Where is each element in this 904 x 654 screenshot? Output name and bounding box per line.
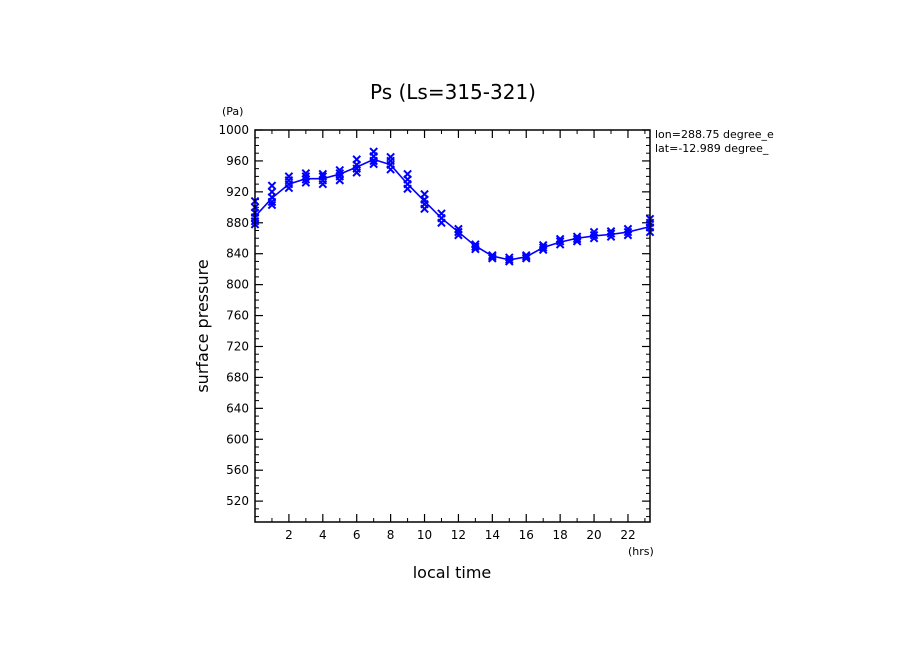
data-point bbox=[301, 178, 311, 187]
data-point bbox=[538, 245, 548, 255]
data-point bbox=[471, 242, 480, 252]
y-tick-label: 840 bbox=[226, 247, 249, 261]
data-point bbox=[420, 204, 429, 214]
y-tick-label: 1000 bbox=[218, 123, 249, 137]
data-point bbox=[538, 243, 548, 252]
x-tick-label: 2 bbox=[285, 528, 293, 542]
x-tick-label: 14 bbox=[485, 528, 500, 542]
data-point bbox=[488, 250, 497, 260]
data-point bbox=[623, 230, 633, 240]
data-point bbox=[606, 232, 616, 242]
chart-title: Ps (Ls=315-321) bbox=[370, 80, 536, 104]
data-point bbox=[521, 254, 531, 263]
y-tick-label: 720 bbox=[226, 339, 249, 353]
data-point bbox=[504, 255, 514, 265]
x-tick-label: 16 bbox=[519, 528, 534, 542]
data-point bbox=[335, 175, 345, 185]
data-point bbox=[454, 227, 463, 237]
data-point bbox=[555, 237, 565, 246]
data-point bbox=[555, 240, 565, 249]
data-point bbox=[488, 252, 497, 262]
data-point bbox=[352, 168, 362, 177]
lon-annotation: lon=288.75 degree_e bbox=[655, 128, 774, 141]
data-point bbox=[369, 159, 378, 169]
y-tick-label: 760 bbox=[226, 309, 249, 323]
data-point bbox=[403, 184, 412, 194]
x-tick-label: 10 bbox=[417, 528, 432, 542]
data-point bbox=[437, 218, 446, 228]
data-point bbox=[454, 230, 463, 240]
data-point bbox=[606, 229, 616, 238]
y-tick-label: 920 bbox=[226, 185, 249, 199]
y-unit-label: (Pa) bbox=[222, 105, 243, 118]
data-point bbox=[488, 254, 497, 263]
data-point bbox=[318, 179, 328, 189]
x-tick-label: 18 bbox=[553, 528, 568, 542]
lat-annotation: lat=-12.989 degree_ bbox=[655, 142, 769, 155]
x-tick-label: 8 bbox=[387, 528, 395, 542]
x-unit-label: (hrs) bbox=[628, 545, 654, 558]
data-point bbox=[589, 230, 599, 240]
x-tick-label: 12 bbox=[451, 528, 466, 542]
x-tick-label: 6 bbox=[353, 528, 361, 542]
data-point bbox=[572, 237, 582, 246]
y-tick-label: 880 bbox=[226, 216, 249, 230]
data-point bbox=[471, 244, 480, 254]
plot-frame bbox=[254, 129, 651, 523]
x-axis-label: local time bbox=[413, 563, 492, 582]
data-point bbox=[589, 233, 599, 243]
series-line bbox=[254, 158, 651, 261]
data-point bbox=[504, 257, 514, 266]
y-tick-label: 520 bbox=[226, 494, 249, 508]
data-point bbox=[386, 165, 395, 174]
y-axis-label: surface pressure bbox=[193, 259, 212, 392]
data-point bbox=[521, 250, 531, 260]
y-tick-label: 960 bbox=[226, 154, 249, 168]
data-point bbox=[521, 252, 531, 262]
data-point bbox=[301, 175, 311, 184]
data-point bbox=[335, 168, 345, 178]
data-point bbox=[267, 197, 277, 207]
x-tick-label: 22 bbox=[620, 528, 635, 542]
y-tick-label: 680 bbox=[226, 370, 249, 384]
y-tick-label: 560 bbox=[226, 463, 249, 477]
x-tick-label: 4 bbox=[319, 528, 327, 542]
data-point bbox=[267, 200, 277, 210]
data-point bbox=[284, 183, 294, 193]
y-tick-label: 640 bbox=[226, 401, 249, 415]
y-tick-label: 600 bbox=[226, 432, 249, 446]
data-point bbox=[369, 156, 378, 166]
x-tick-label: 20 bbox=[586, 528, 601, 542]
data-point bbox=[623, 227, 633, 237]
y-tick-label: 800 bbox=[226, 278, 249, 292]
data-point bbox=[572, 234, 582, 244]
